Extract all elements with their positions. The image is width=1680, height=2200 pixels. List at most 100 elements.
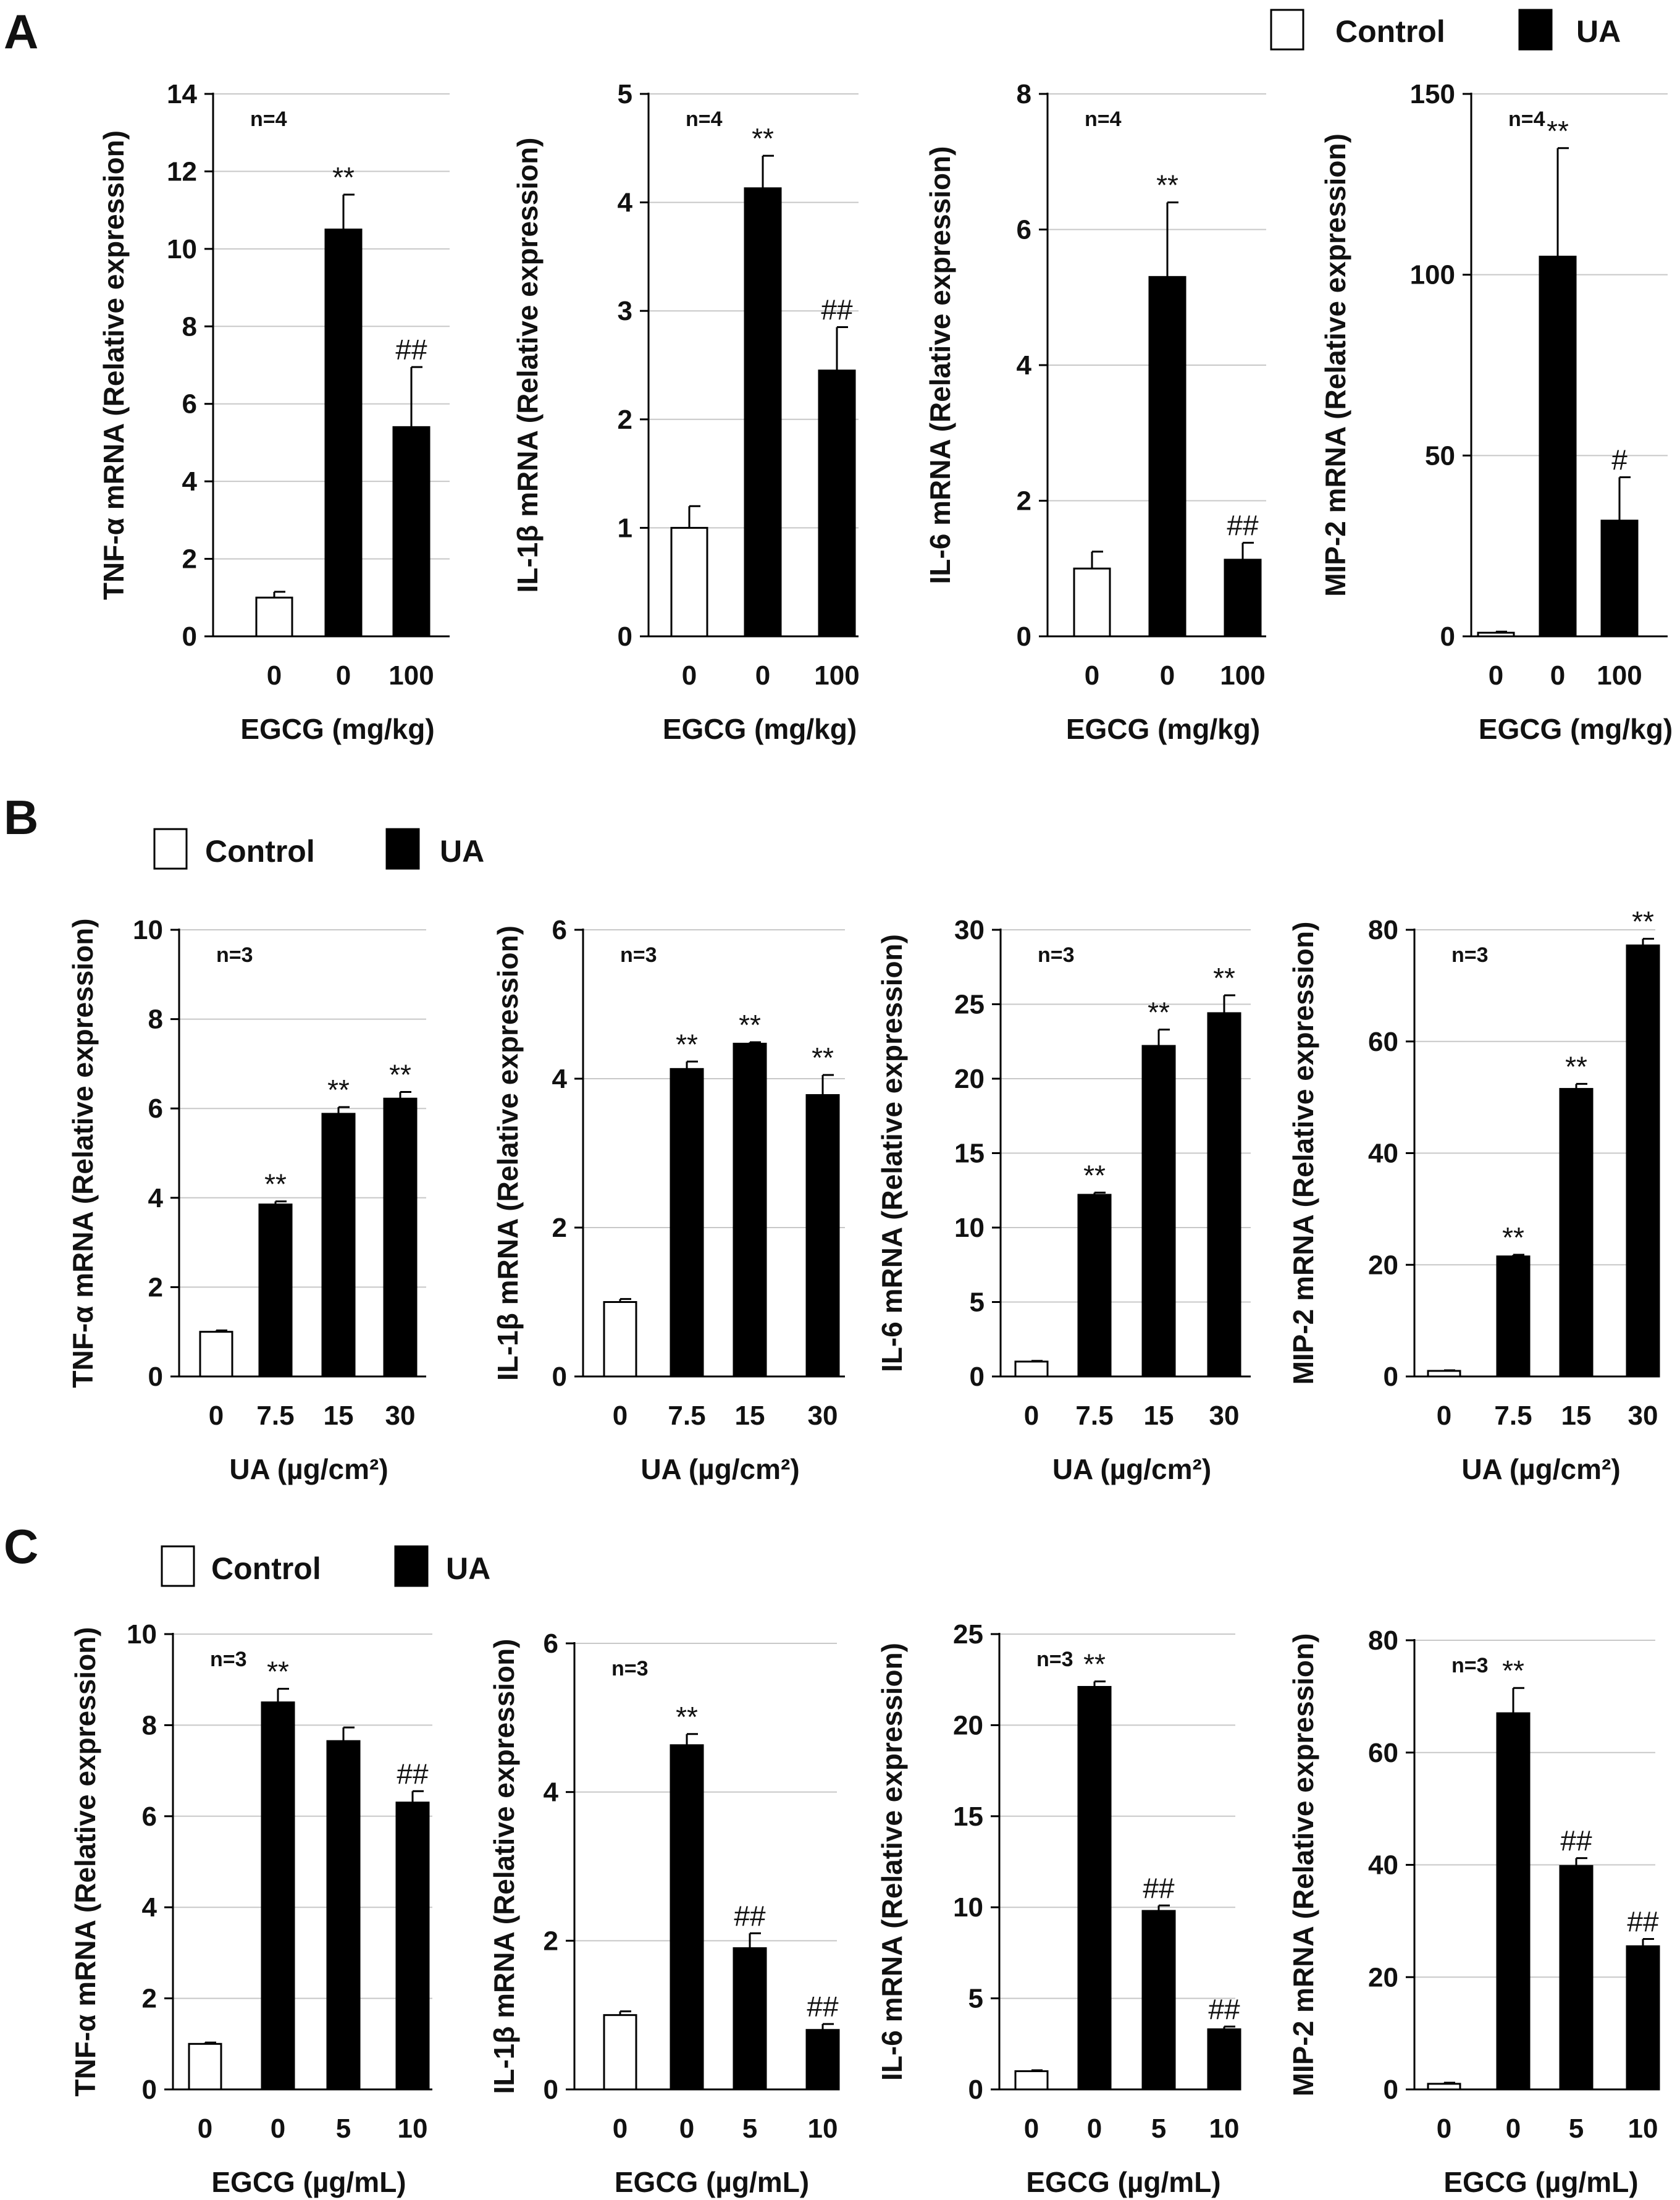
x-tick-label: 0 (1085, 660, 1099, 691)
y-tick-label: 8 (142, 1710, 157, 1740)
bar-ua (326, 1740, 361, 2091)
bar-ua (744, 187, 782, 638)
significance-marker: ## (807, 1991, 839, 2023)
x-axis-title: EGCG (µg/mL) (1443, 2166, 1638, 2198)
bar-ua (670, 1068, 704, 1378)
x-axis-title: EGCG (mg/kg) (240, 713, 434, 745)
y-axis-title: TNF-α mRNA (Relative expression) (98, 130, 130, 600)
chart-tnf-alpha-ua-dose: 0 2 4 6 8 10 0 ** 7.5 ** 15 ** 30 n=3 UA (µg/cm²) TNF-α… (67, 915, 426, 1485)
y-tick-label: 6 (544, 1629, 558, 1659)
sample-size-label: n=3 (1451, 1654, 1489, 1677)
y-tick-label: 80 (1368, 915, 1398, 945)
x-tick-label: 10 (808, 2114, 838, 2144)
y-tick-label: 5 (618, 79, 632, 109)
bar-ua (1077, 1685, 1112, 2091)
y-tick-label: 6 (1017, 215, 1031, 245)
y-tick-label: 4 (148, 1183, 164, 1213)
chart-mip2-egcg-ug-ml: 0 20 40 60 80 0 ** 0 ## 5 ## 10 n=3 EGCG (µg/mL) MIP-2… (1287, 1625, 1660, 2198)
legend-c-control-label: Control (211, 1551, 321, 1586)
y-tick-label: 4 (552, 1064, 568, 1094)
y-tick-label: 5 (968, 1984, 983, 2014)
y-tick-label: 0 (618, 622, 632, 652)
chart-il6-ua-dose: 0 5 10 15 20 25 30 0 ** 7.5 ** 15 ** 30 n=3 UA (µg/cm²)… (876, 915, 1251, 1485)
y-tick-label: 10 (167, 234, 197, 264)
x-axis-title: UA (µg/cm²) (640, 1453, 799, 1485)
y-tick-label: 20 (1368, 1962, 1398, 1992)
bar-ua (1141, 1910, 1176, 2091)
y-axis-title: MIP-2 mRNA (Relative expression) (1287, 1633, 1319, 2097)
x-axis-title: EGCG (mg/kg) (663, 713, 857, 745)
x-tick-label: 7.5 (256, 1401, 294, 1431)
significance-marker: ** (1565, 1050, 1587, 1082)
legend-b-control-label: Control (205, 834, 315, 869)
x-tick-label: 0 (1160, 660, 1175, 691)
y-tick-label: 0 (970, 1362, 985, 1392)
y-tick-label: 2 (544, 1926, 558, 1956)
x-tick-label: 15 (1144, 1401, 1174, 1431)
y-tick-label: 0 (1017, 622, 1031, 652)
y-tick-label: 80 (1368, 1625, 1398, 1656)
y-tick-label: 10 (133, 915, 163, 945)
y-axis-title: IL-6 mRNA (Relative expression) (924, 146, 956, 584)
x-tick-label: 30 (808, 1401, 838, 1431)
y-tick-label: 2 (148, 1272, 163, 1302)
legend-a-ua-label: UA (1576, 14, 1621, 49)
x-tick-label: 100 (388, 660, 434, 691)
significance-marker: ## (1627, 1905, 1659, 1937)
bar-control (199, 1331, 233, 1378)
y-axis-title: IL-1β mRNA (Relative expression) (511, 137, 544, 592)
bar-ua (1626, 1945, 1660, 2091)
y-tick-label: 15 (954, 1139, 985, 1169)
bar-ua (1626, 944, 1660, 1378)
y-tick-label: 10 (953, 1892, 983, 1923)
bar-ua (1207, 1012, 1241, 1378)
x-tick-label: 15 (735, 1401, 765, 1431)
y-tick-label: 20 (953, 1710, 983, 1740)
x-axis-title: EGCG (mg/kg) (1479, 713, 1673, 745)
bar-ua (1496, 1712, 1531, 2091)
sample-size-label: n=3 (1038, 943, 1075, 967)
x-tick-label: 5 (1151, 2114, 1166, 2144)
sample-size-label: n=3 (216, 943, 253, 967)
y-tick-label: 15 (953, 1802, 983, 1832)
significance-marker: ** (389, 1058, 411, 1090)
y-tick-label: 150 (1410, 79, 1455, 109)
sample-size-label: n=3 (1036, 1648, 1073, 1671)
significance-marker: ## (1227, 510, 1259, 542)
legend-a-control-label: Control (1335, 14, 1445, 49)
y-tick-label: 3 (618, 296, 632, 326)
x-tick-label: 100 (814, 660, 859, 691)
significance-marker: ** (1156, 169, 1178, 201)
chart-il1b-egcg-mg-kg: 0 1 2 3 4 5 0 ** 0 ## 100 n=4 EGCG (mg/kg) IL-1β mRNA… (511, 79, 860, 745)
y-tick-label: 4 (1017, 350, 1032, 381)
x-tick-label: 0 (1437, 2114, 1451, 2144)
bar-ua (392, 426, 430, 638)
bar-ua (321, 1113, 356, 1378)
x-tick-label: 0 (682, 660, 697, 691)
x-tick-label: 15 (324, 1401, 354, 1431)
bar-ua (670, 1744, 704, 2091)
x-tick-label: 10 (398, 2114, 428, 2144)
significance-marker: ** (1148, 996, 1170, 1028)
x-tick-label: 0 (336, 660, 351, 691)
x-tick-label: 0 (271, 2114, 285, 2144)
bar-control (188, 2042, 222, 2091)
sample-size-label: n=3 (611, 1657, 649, 1680)
x-tick-label: 0 (1024, 2114, 1039, 2144)
x-tick-label: 0 (1437, 1401, 1451, 1431)
significance-marker: ** (1502, 1221, 1524, 1254)
y-tick-label: 60 (1368, 1027, 1398, 1057)
legend-c-ua-label: UA (446, 1551, 490, 1586)
significance-marker: ** (1083, 1648, 1106, 1680)
x-tick-label: 10 (1628, 2114, 1658, 2144)
significance-marker: ** (739, 1009, 761, 1041)
x-tick-label: 15 (1561, 1401, 1592, 1431)
y-tick-label: 10 (127, 1619, 157, 1650)
y-tick-label: 6 (182, 389, 197, 419)
bar-ua (1559, 1865, 1594, 2091)
y-tick-label: 20 (1368, 1250, 1398, 1280)
bar-ua (1207, 2028, 1241, 2091)
chart-mip2-egcg-mg-kg: 0 50 100 150 0 ** 0 #100 n=4 EGCG (mg/kg) MIP-2 mR… (1319, 79, 1673, 745)
significance-marker: ## (395, 334, 427, 366)
y-tick-label: 0 (552, 1362, 567, 1392)
